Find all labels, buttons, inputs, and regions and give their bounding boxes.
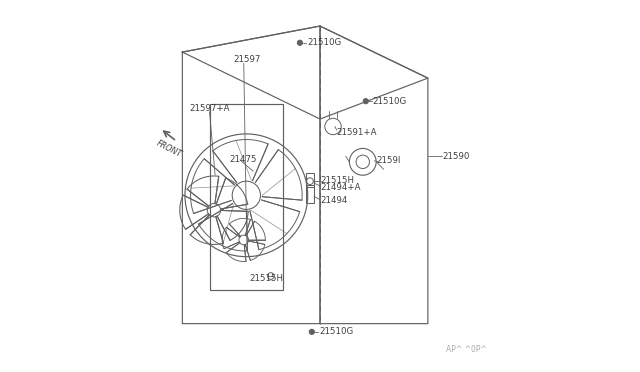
Text: AP^ ^0P^: AP^ ^0P^ (447, 345, 487, 354)
Text: 21515H: 21515H (321, 176, 355, 185)
Text: 21590: 21590 (443, 152, 470, 161)
Text: 21494+A: 21494+A (321, 183, 361, 192)
Circle shape (309, 329, 314, 334)
Circle shape (363, 99, 369, 104)
Text: 21510G: 21510G (319, 327, 353, 336)
Text: 21515H: 21515H (250, 274, 284, 283)
Text: 21510G: 21510G (373, 97, 407, 106)
Text: FRONT: FRONT (155, 139, 184, 159)
Circle shape (298, 40, 303, 45)
Bar (306, 185, 314, 203)
Text: 21510G: 21510G (307, 38, 341, 47)
Text: 21494: 21494 (321, 196, 348, 205)
Text: 21591+A: 21591+A (337, 128, 377, 137)
Text: 21597+A: 21597+A (189, 104, 230, 113)
Bar (306, 173, 314, 187)
Bar (211, 104, 283, 290)
Text: 2159I: 2159I (376, 156, 401, 165)
Text: 21597: 21597 (234, 55, 261, 64)
Text: 21475: 21475 (229, 155, 257, 164)
